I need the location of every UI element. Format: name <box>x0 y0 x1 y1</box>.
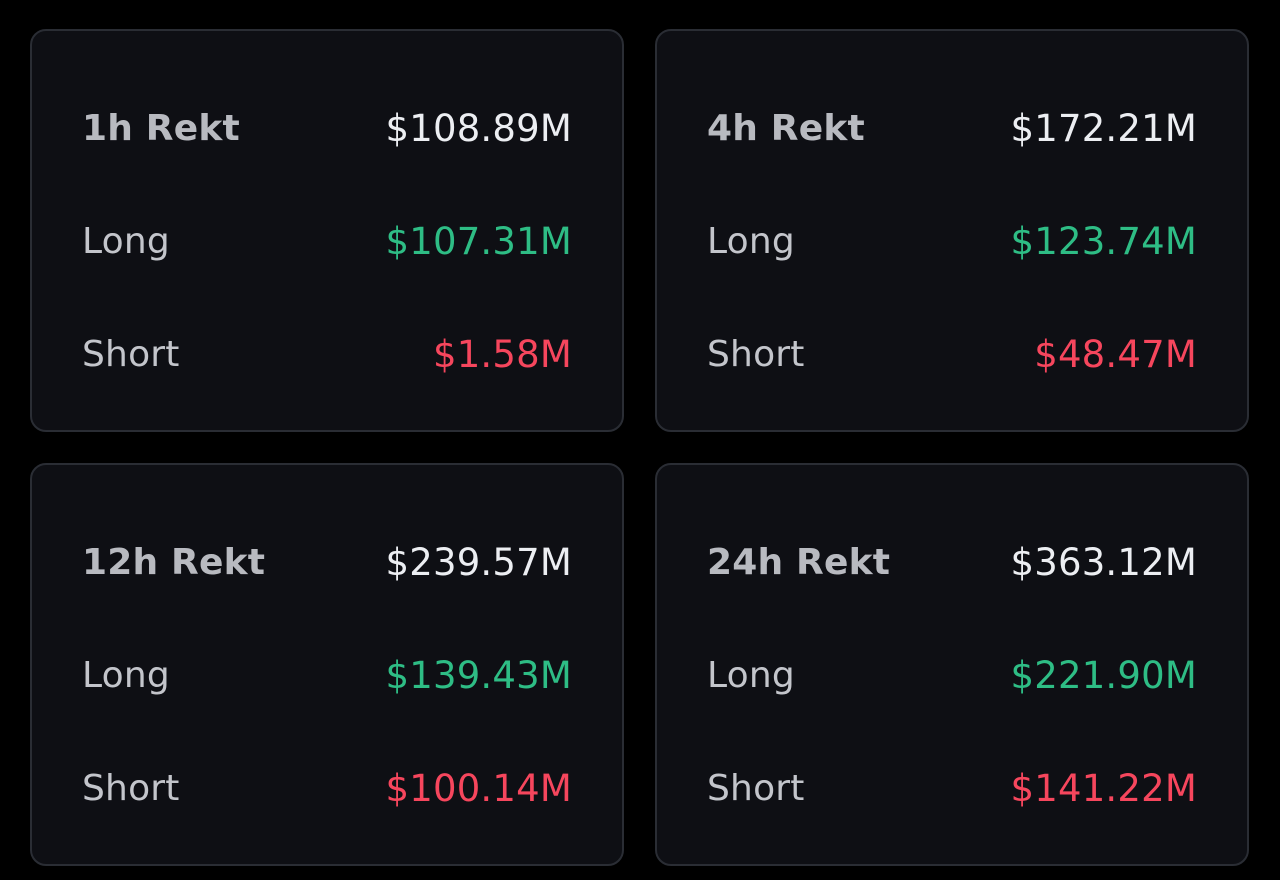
long-value: $139.43M <box>385 653 572 697</box>
long-label: Long <box>82 654 170 696</box>
card-12h-rekt: 12h Rekt $239.57M Long $139.43M Short $1… <box>30 463 624 866</box>
short-row: Short $48.47M <box>707 329 1197 379</box>
total-row: 12h Rekt $239.57M <box>82 537 572 587</box>
long-label: Long <box>707 220 795 262</box>
total-row: 24h Rekt $363.12M <box>707 537 1197 587</box>
long-label: Long <box>82 220 170 262</box>
card-4h-rekt: 4h Rekt $172.21M Long $123.74M Short $48… <box>655 29 1249 432</box>
card-1h-rekt: 1h Rekt $108.89M Long $107.31M Short $1.… <box>30 29 624 432</box>
total-value: $363.12M <box>1010 540 1197 584</box>
total-row: 1h Rekt $108.89M <box>82 103 572 153</box>
card-24h-rekt: 24h Rekt $363.12M Long $221.90M Short $1… <box>655 463 1249 866</box>
card-title: 4h Rekt <box>707 107 865 149</box>
card-title: 1h Rekt <box>82 107 240 149</box>
short-row: Short $141.22M <box>707 763 1197 813</box>
long-row: Long $123.74M <box>707 216 1197 266</box>
short-value: $1.58M <box>432 332 572 376</box>
short-row: Short $1.58M <box>82 329 572 379</box>
card-title: 12h Rekt <box>82 541 266 583</box>
total-value: $108.89M <box>385 106 572 150</box>
short-value: $141.22M <box>1010 766 1197 810</box>
long-row: Long $221.90M <box>707 650 1197 700</box>
total-row: 4h Rekt $172.21M <box>707 103 1197 153</box>
short-label: Short <box>707 767 805 809</box>
long-value: $221.90M <box>1010 653 1197 697</box>
total-value: $239.57M <box>385 540 572 584</box>
long-label: Long <box>707 654 795 696</box>
short-row: Short $100.14M <box>82 763 572 813</box>
short-label: Short <box>82 767 180 809</box>
total-value: $172.21M <box>1010 106 1197 150</box>
card-title: 24h Rekt <box>707 541 891 583</box>
short-value: $48.47M <box>1034 332 1197 376</box>
long-value: $107.31M <box>385 219 572 263</box>
long-row: Long $139.43M <box>82 650 572 700</box>
short-label: Short <box>82 333 180 375</box>
long-row: Long $107.31M <box>82 216 572 266</box>
long-value: $123.74M <box>1010 219 1197 263</box>
short-value: $100.14M <box>385 766 572 810</box>
short-label: Short <box>707 333 805 375</box>
